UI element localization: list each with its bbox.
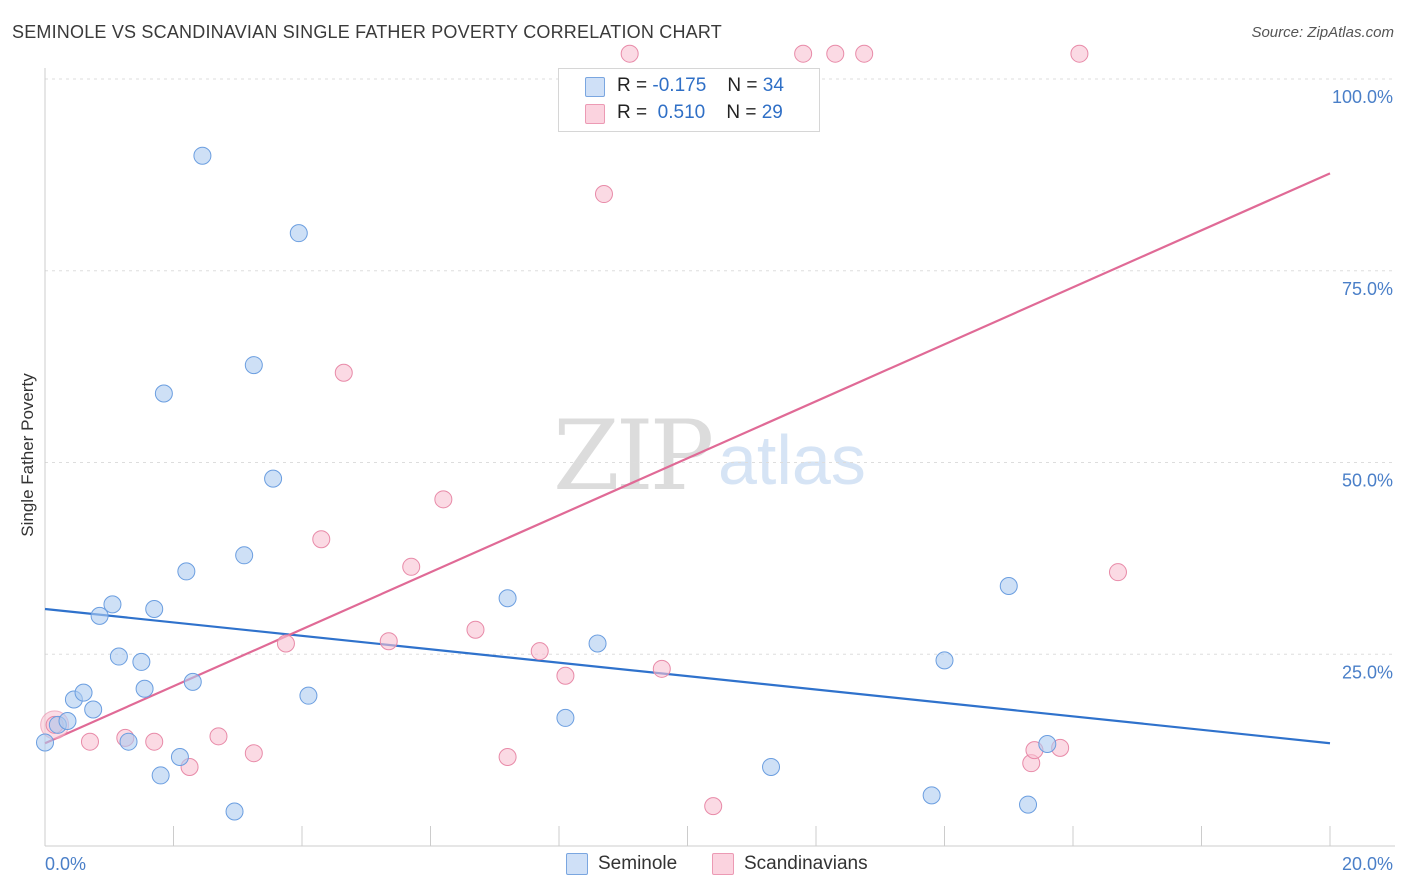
seminole-point <box>556 708 575 727</box>
seminole-point <box>289 224 308 243</box>
scandinavians-point <box>652 659 671 678</box>
watermark-zip: ZIP <box>553 400 714 512</box>
scandinavians-point <box>334 363 353 382</box>
trend-line-scandinavians <box>44 172 1331 745</box>
scandinavians-point <box>80 732 99 751</box>
seminole-point <box>90 606 109 625</box>
seminole-point <box>36 733 54 752</box>
seminole-point <box>103 595 122 614</box>
seminole-point <box>135 679 154 698</box>
scandinavians-point <box>620 44 639 63</box>
legend-r-label: R = <box>617 102 648 123</box>
seminole-point <box>1038 734 1057 753</box>
scandinavians-point <box>855 44 874 63</box>
scandinavians-point <box>276 634 295 653</box>
seminole-point <box>183 672 202 691</box>
data-points <box>36 44 1127 821</box>
seminole-point <box>193 146 212 165</box>
legend-label-seminole: Seminole <box>598 853 678 874</box>
legend-r-value: 0.510 <box>657 102 706 123</box>
legend-swatch-scandinavians <box>585 104 605 124</box>
x-tick-label: 20.0% <box>1342 854 1393 874</box>
seminole-point <box>74 683 93 702</box>
scandinavians-point <box>498 748 517 767</box>
legend-swatch-scandinavians <box>712 853 734 875</box>
scandinavians-point <box>209 727 228 746</box>
scandinavians-point <box>594 185 613 204</box>
seminole-point <box>935 651 954 670</box>
seminole-point <box>762 757 781 776</box>
seminole-point <box>58 711 77 730</box>
legend-n-value: 34 <box>762 75 784 96</box>
legend-r-label: R = <box>617 75 648 96</box>
scandinavians-point <box>556 666 575 685</box>
y-tick-label: 75.0% <box>1342 279 1393 299</box>
seminole-point <box>999 576 1018 595</box>
scandinavians-point <box>704 797 723 816</box>
legend-label-scandinavians: Scandinavians <box>744 853 868 874</box>
seminole-point <box>922 786 941 805</box>
seminole-point <box>119 732 138 751</box>
correlation-legend: R = -0.175 N = 34 R = 0.510 N = 29 <box>558 68 820 132</box>
scandinavians-point <box>244 744 263 763</box>
seminole-point <box>151 766 170 785</box>
trend-lines <box>44 172 1331 745</box>
legend-n-label: N = <box>727 75 758 96</box>
legend-swatch-seminole <box>585 77 605 97</box>
seminole-point <box>235 546 254 565</box>
scandinavians-point <box>826 44 845 63</box>
y-tick-label: 50.0% <box>1342 471 1393 491</box>
legend-n-value: 29 <box>761 102 783 123</box>
source-label: Source: ZipAtlas.com <box>1251 24 1394 41</box>
seminole-point <box>154 384 173 403</box>
scandinavians-point <box>379 632 398 651</box>
tick-labels: 25.0% 50.0% 75.0% 100.0% 0.0% 20.0% <box>45 87 1393 874</box>
seminole-point <box>225 802 244 821</box>
scandinavians-point <box>794 44 813 63</box>
scandinavians-point <box>312 530 331 549</box>
seminole-point <box>132 652 151 671</box>
seminole-point <box>170 748 189 767</box>
scandinavians-point <box>530 642 549 661</box>
scandinavians-point <box>466 620 485 639</box>
seminole-point <box>177 562 196 581</box>
seminole-point <box>1019 795 1038 814</box>
legend-n-label: N = <box>726 102 757 123</box>
scandinavians-point <box>434 490 453 509</box>
seminole-point <box>145 599 164 618</box>
seminole-point <box>588 634 607 653</box>
legend-swatch-seminole <box>566 853 588 875</box>
seminole-point <box>498 589 517 608</box>
chart-title: SEMINOLE VS SCANDINAVIAN SINGLE FATHER P… <box>12 22 722 42</box>
scandinavians-point <box>1070 44 1089 63</box>
legend-r-value: -0.175 <box>652 75 707 96</box>
seminole-point <box>84 700 103 719</box>
scandinavians-point <box>1108 563 1127 582</box>
x-tick-label: 0.0% <box>45 854 86 874</box>
y-tick-label: 100.0% <box>1332 87 1393 107</box>
seminole-point <box>299 686 318 705</box>
scandinavians-point <box>145 732 164 751</box>
trend-line-seminole <box>44 607 1331 745</box>
y-tick-label: 25.0% <box>1342 662 1393 682</box>
seminole-point <box>109 647 128 666</box>
seminole-point <box>244 356 263 375</box>
seminole-point <box>264 469 283 488</box>
scandinavians-point <box>402 557 421 576</box>
